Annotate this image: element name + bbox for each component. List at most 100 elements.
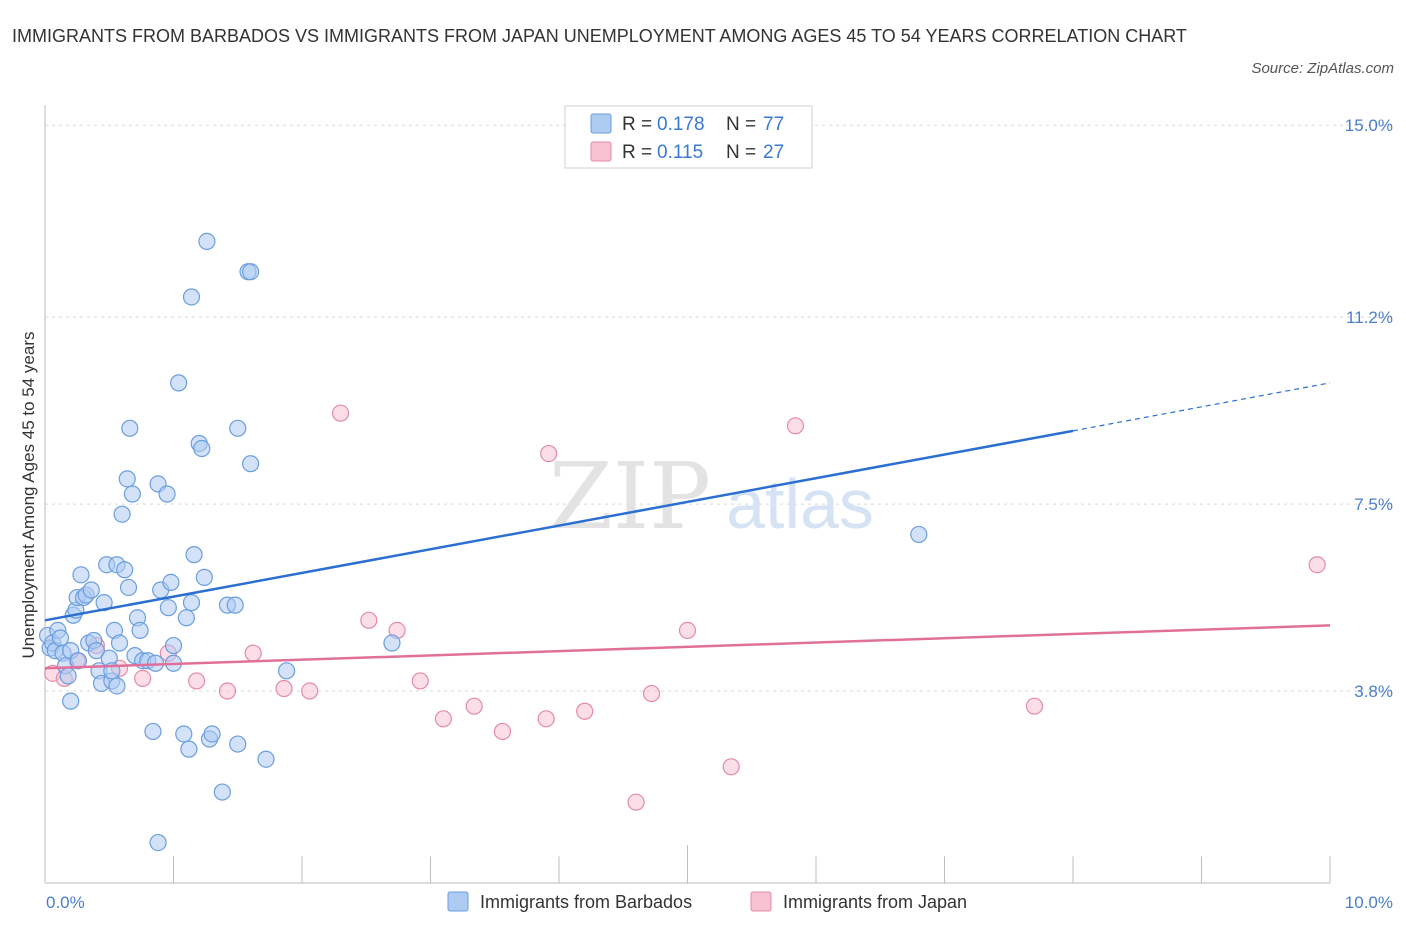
y-tick-label: 15.0% bbox=[1345, 116, 1393, 135]
barbados-point bbox=[195, 568, 213, 586]
barbados-point bbox=[193, 439, 211, 458]
barbados-point bbox=[159, 599, 177, 617]
barbados-point bbox=[198, 232, 216, 251]
japan-point bbox=[576, 702, 594, 720]
barbados-point bbox=[121, 419, 139, 437]
barbados-point bbox=[108, 677, 126, 695]
barbados-point bbox=[242, 455, 260, 473]
legend-r-label-barbados: R = bbox=[622, 114, 652, 135]
japan-point bbox=[134, 669, 152, 687]
barbados-point bbox=[123, 485, 141, 503]
y-axis-label: Unemployment Among Ages 45 to 54 years bbox=[19, 332, 38, 659]
y-tick-labels: 3.8% 7.5% 11.2% 15.0% bbox=[1345, 116, 1393, 701]
barbados-point bbox=[277, 662, 296, 680]
barbados-point bbox=[110, 634, 129, 652]
barbados-point bbox=[229, 735, 247, 753]
japan-point bbox=[678, 621, 697, 640]
barbados-point bbox=[162, 573, 180, 592]
legend-r-value-barbados: 0.178 bbox=[657, 114, 705, 135]
legend-n-label-barbados: N = bbox=[726, 114, 756, 135]
barbados-point bbox=[72, 566, 90, 584]
japan-point bbox=[537, 710, 555, 728]
japan-point bbox=[493, 722, 512, 741]
barbados-point bbox=[213, 783, 231, 801]
japan-point bbox=[465, 697, 483, 715]
japan-point bbox=[540, 444, 558, 463]
barbados-point bbox=[257, 750, 275, 768]
japan-point bbox=[1025, 697, 1044, 715]
series-legend: Immigrants from Barbados Immigrants from… bbox=[447, 891, 967, 912]
y-tick-label: 11.2% bbox=[1346, 308, 1393, 327]
japan-point bbox=[1308, 556, 1326, 574]
bottom-legend-label-barbados: Immigrants from Barbados bbox=[480, 892, 692, 912]
barbados-point bbox=[203, 725, 221, 743]
bottom-legend-label-japan: Immigrants from Japan bbox=[783, 892, 967, 912]
barbados-point bbox=[180, 740, 198, 758]
watermark-atlas: atlas bbox=[726, 465, 874, 543]
barbados-point bbox=[182, 594, 201, 612]
correlation-legend: R = 0.178 N = 77 R = 0.115 N = 27 bbox=[564, 105, 813, 169]
legend-n-value-barbados: 77 bbox=[763, 114, 784, 135]
y-tick-label: 3.8% bbox=[1354, 682, 1393, 701]
legend-n-value-japan: 27 bbox=[763, 142, 784, 163]
barbados-point bbox=[158, 485, 176, 503]
barbados-point bbox=[113, 505, 131, 523]
barbados-point bbox=[82, 581, 100, 599]
barbados-point bbox=[185, 546, 203, 564]
legend-r-label-japan: R = bbox=[622, 142, 652, 163]
barbados-point bbox=[119, 578, 138, 597]
y-tick-label: 7.5% bbox=[1354, 495, 1393, 514]
barbados-point bbox=[182, 288, 201, 306]
barbados-point bbox=[910, 525, 928, 544]
x-tick-label-min: 0.0% bbox=[46, 893, 85, 912]
japan-point bbox=[642, 684, 661, 703]
japan-point bbox=[331, 404, 350, 422]
axes bbox=[44, 105, 1331, 884]
japan-point bbox=[188, 672, 206, 690]
barbados-point bbox=[177, 609, 195, 627]
watermark: ZIP atlas bbox=[549, 443, 874, 550]
barbados-point bbox=[131, 621, 149, 640]
barbados-point bbox=[175, 725, 193, 743]
japan-point bbox=[301, 682, 319, 700]
barbados-point bbox=[149, 833, 167, 852]
barbados-point bbox=[144, 722, 162, 741]
legend-swatch-japan bbox=[590, 141, 612, 162]
barbados-point bbox=[383, 634, 401, 652]
japan-point bbox=[244, 644, 262, 662]
japan-point bbox=[218, 682, 237, 700]
series-barbados-points bbox=[38, 232, 928, 852]
japan-point bbox=[722, 758, 740, 776]
barbados-point bbox=[229, 419, 247, 437]
legend-swatch-barbados bbox=[590, 113, 612, 134]
japan-point bbox=[627, 793, 645, 811]
barbados-point bbox=[170, 374, 188, 392]
barbados-point bbox=[69, 652, 88, 670]
x-tick-label-max: 10.0% bbox=[1345, 893, 1393, 912]
barbados-point bbox=[226, 596, 244, 614]
bottom-legend-swatch-barbados bbox=[447, 891, 469, 912]
barbados-point bbox=[87, 642, 106, 660]
barbados-trendline bbox=[44, 429, 1074, 622]
barbados-point bbox=[59, 667, 77, 685]
japan-trendline bbox=[44, 624, 1331, 670]
japan-point bbox=[411, 672, 429, 690]
bottom-legend-swatch-japan bbox=[750, 891, 772, 912]
trendlines bbox=[44, 382, 1331, 670]
barbados-point bbox=[242, 263, 260, 281]
barbados-point bbox=[118, 470, 136, 488]
legend-n-label-japan: N = bbox=[726, 142, 756, 163]
barbados-point bbox=[62, 692, 80, 710]
japan-point bbox=[360, 611, 378, 629]
japan-point bbox=[786, 417, 805, 435]
barbados-point bbox=[164, 636, 183, 655]
barbados-point bbox=[116, 561, 134, 579]
x-tick-labels: 0.0% 10.0% bbox=[46, 893, 1393, 912]
barbados-trendline-extrapolated bbox=[1072, 382, 1331, 432]
chart-title: IMMIGRANTS FROM BARBADOS VS IMMIGRANTS F… bbox=[12, 26, 1187, 46]
japan-point bbox=[434, 710, 452, 728]
source-label: Source: ZipAtlas.com bbox=[1251, 60, 1394, 77]
watermark-zip: ZIP bbox=[549, 443, 711, 550]
legend-r-value-japan: 0.115 bbox=[657, 142, 703, 163]
